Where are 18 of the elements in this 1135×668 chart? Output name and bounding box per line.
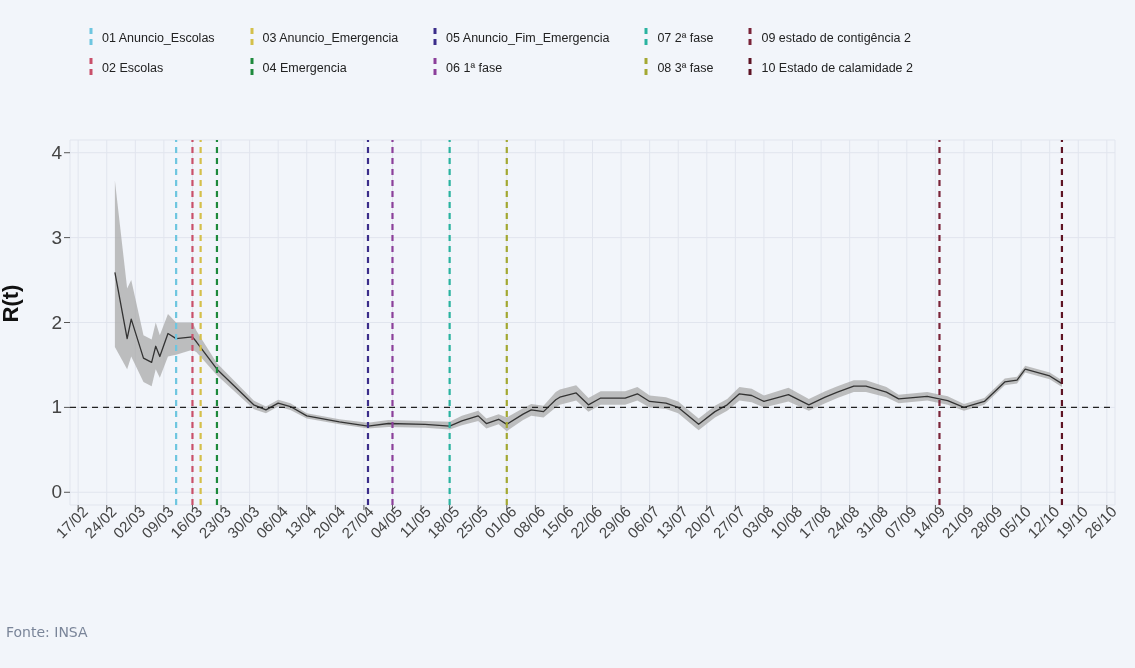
legend-label: 06 1ª fase xyxy=(446,61,503,75)
legend-label: 05 Anuncio_Fim_Emergencia xyxy=(446,31,610,45)
legend-label: 01 Anuncio_Escolas xyxy=(102,31,215,45)
legend-label: 04 Emergencia xyxy=(262,61,347,75)
y-tick-label: 3 xyxy=(51,226,62,248)
legend-label: 10 Estado de calamidade 2 xyxy=(761,61,913,75)
legend-label: 03 Anuncio_Emergencia xyxy=(262,31,399,45)
y-tick-label: 4 xyxy=(51,141,63,163)
y-tick-label: 0 xyxy=(51,481,62,503)
legend-label: 08 3ª fase xyxy=(657,61,714,75)
y-tick-label: 2 xyxy=(51,311,62,333)
legend-label: 07 2ª fase xyxy=(657,31,714,45)
legend-label: 02 Escolas xyxy=(102,61,164,75)
y-tick-label: 1 xyxy=(51,396,62,418)
legend-label: 09 estado de contigência 2 xyxy=(761,31,911,45)
y-axis-title: R(t) xyxy=(0,284,23,323)
source-note: Fonte: INSA xyxy=(6,624,88,640)
line-series xyxy=(114,271,1063,427)
